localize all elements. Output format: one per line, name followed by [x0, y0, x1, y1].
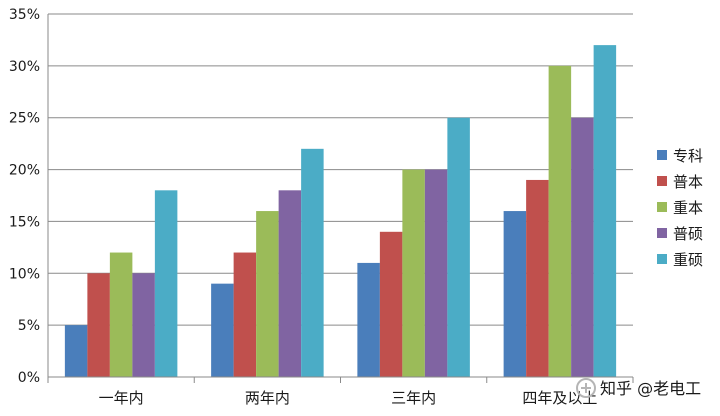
y-tick-labels: 0% 5% 10% 15% 20% 25% 30% 35% — [9, 7, 40, 386]
legend-label: 普硕 — [673, 225, 703, 243]
y-tick-label: 0% — [18, 370, 40, 386]
zhihu-logo-icon — [576, 378, 596, 398]
bar — [526, 179, 549, 377]
legend-swatch — [657, 150, 667, 160]
bar — [447, 117, 470, 377]
bar — [548, 65, 572, 377]
bar — [87, 273, 110, 377]
bars — [64, 45, 617, 377]
x-tick-label: 一年内 — [99, 389, 144, 407]
bar — [256, 211, 279, 377]
bar — [357, 262, 380, 377]
bar — [424, 169, 448, 377]
legend-label: 重本 — [673, 199, 703, 217]
bar — [233, 252, 257, 377]
y-tick-label: 25% — [9, 111, 40, 127]
legend-swatch — [657, 176, 667, 186]
bar — [571, 117, 594, 377]
y-tick-label: 15% — [9, 214, 40, 230]
watermark-text: 知乎 @老电工 — [600, 379, 701, 398]
bar — [64, 325, 88, 377]
x-tick-labels: 一年内 两年内 三年内 四年及以上 — [47, 377, 634, 407]
watermark: 知乎 @老电工 — [576, 378, 701, 398]
y-tick-label: 10% — [9, 266, 40, 282]
x-tick-label: 三年内 — [391, 389, 436, 407]
bar — [301, 148, 324, 377]
x-tick-label: 两年内 — [245, 389, 290, 407]
legend-label: 普本 — [673, 173, 703, 191]
bar — [109, 252, 133, 377]
bar — [278, 190, 302, 377]
bar — [211, 283, 234, 377]
bar — [402, 169, 425, 377]
legend-swatch — [657, 254, 667, 264]
legend-swatch — [657, 228, 667, 238]
bar — [503, 211, 527, 377]
y-tick-label: 5% — [18, 318, 40, 334]
legend-label: 重硕 — [673, 251, 703, 269]
bar — [154, 190, 178, 377]
y-tick-label: 30% — [9, 59, 40, 75]
bar — [379, 231, 403, 377]
legend-label: 专科 — [673, 147, 703, 165]
y-tick-label: 20% — [9, 163, 40, 179]
legend-swatch — [657, 202, 667, 212]
bar — [132, 273, 155, 377]
y-tick-label: 35% — [9, 7, 40, 23]
bar — [593, 45, 617, 377]
